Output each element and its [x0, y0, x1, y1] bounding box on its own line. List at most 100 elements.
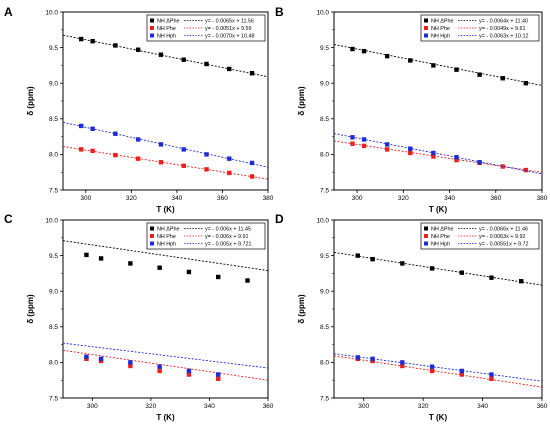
- x-tick-label: 340: [171, 195, 182, 202]
- data-point: [227, 170, 232, 176]
- data-point: [249, 71, 255, 76]
- data-point: [429, 368, 435, 374]
- panel-letter: A: [4, 5, 13, 19]
- y-tick-label: 8.5: [49, 324, 58, 331]
- y-tick-label: 8.0: [49, 152, 58, 159]
- legend-fit-equation: y= - 0.0065x + 11.56: [205, 18, 254, 24]
- panel-letter: B: [275, 5, 284, 19]
- panel-c: C 300 320 340 360 7.5 8.0 8.5 9.0 9.5 10.0 T (K) δ (…: [4, 212, 274, 422]
- data-point: [113, 43, 118, 48]
- fit-line: [63, 342, 268, 369]
- y-tick-label: 9.5: [320, 45, 329, 52]
- fit-line: [63, 146, 268, 180]
- data-point: [429, 364, 435, 369]
- legend-fit-equation: y= - 0.0063x + 9.92: [479, 234, 525, 240]
- fit-line: [334, 355, 542, 388]
- data-point: [500, 76, 505, 81]
- data-point: [186, 368, 192, 374]
- data-point: [454, 67, 459, 72]
- x-axis-title: T (K): [156, 205, 175, 214]
- legend-marker: [150, 234, 154, 238]
- data-point: [350, 141, 355, 146]
- x-axis-title: T (K): [156, 413, 175, 422]
- data-point: [79, 147, 84, 152]
- fit-line: [334, 44, 542, 86]
- legend-marker: [150, 241, 154, 246]
- x-tick-label: 360: [263, 403, 274, 410]
- panel-a: A 300 320 340 360 380 7.5 8.0 8.5 9.0 9.5 10.0 T (K)…: [4, 5, 274, 214]
- fit-line: [334, 133, 542, 175]
- legend-marker: [424, 18, 428, 23]
- y-tick-label: 10.0: [316, 9, 329, 16]
- data-point: [523, 81, 529, 86]
- data-point: [158, 52, 164, 57]
- legend-fit-equation: y= - 0.006x + 9.91: [205, 234, 248, 240]
- panel-letter: C: [4, 212, 13, 226]
- y-tick-label: 8.5: [320, 116, 329, 123]
- data-point: [186, 269, 192, 275]
- legend-series-name: NH Phe: [157, 26, 176, 32]
- data-point: [158, 142, 164, 147]
- legend-marker: [150, 226, 154, 231]
- legend-series-name: NH ΔPhe: [157, 226, 179, 232]
- data-point: [408, 146, 413, 151]
- data-point: [459, 372, 464, 377]
- legend-box: [420, 222, 540, 250]
- data-point: [90, 38, 95, 44]
- data-point: [216, 372, 221, 377]
- data-point: [90, 126, 95, 131]
- data-point: [113, 131, 118, 136]
- legend-marker: [424, 26, 428, 30]
- y-tick-label: 8.0: [49, 360, 58, 367]
- data-point: [370, 256, 375, 262]
- data-point: [128, 360, 133, 365]
- data-point: [227, 156, 232, 161]
- panel-d: D 300 320 340 360 7.5 8.0 8.5 9.0 9.5 10.0 T (K) δ (…: [275, 212, 548, 422]
- data-point: [370, 356, 375, 362]
- x-tick-label: 340: [444, 195, 455, 202]
- legend: NH ΔPhe y= - 0.006x + 11.45 NH Phe y= - 0.0…: [146, 222, 266, 250]
- data-point: [158, 160, 164, 165]
- data-point: [361, 48, 367, 54]
- y-tick-label: 9.0: [320, 289, 329, 296]
- x-tick-label: 300: [358, 403, 369, 410]
- data-point: [454, 155, 459, 160]
- x-tick-label: 300: [352, 195, 363, 202]
- data-point: [355, 253, 360, 258]
- x-tick-label: 380: [263, 195, 274, 202]
- fit-line: [63, 34, 268, 78]
- data-point: [519, 279, 524, 284]
- x-tick-label: 320: [418, 403, 429, 410]
- legend-box: [420, 14, 540, 42]
- legend-series-name: NH ΔPhe: [431, 18, 453, 24]
- legend-marker: [150, 18, 154, 23]
- data-point: [79, 123, 84, 129]
- data-point: [361, 137, 367, 142]
- data-point: [429, 266, 435, 271]
- x-tick-label: 320: [145, 403, 156, 410]
- data-point: [350, 135, 355, 140]
- data-point: [135, 47, 141, 52]
- legend-series-name: NH Phe: [431, 26, 450, 32]
- data-point: [216, 274, 221, 280]
- y-tick-label: 9.5: [49, 45, 58, 52]
- fit-line: [63, 349, 268, 381]
- data-point: [186, 372, 192, 377]
- legend-marker: [424, 33, 428, 38]
- y-tick-label: 8.5: [49, 116, 58, 123]
- y-tick-label: 8.0: [320, 360, 329, 367]
- data-point: [431, 150, 436, 156]
- data-point: [98, 356, 104, 362]
- legend-fit-equation: y= - 0.0066x + 11.46: [479, 226, 528, 232]
- y-tick-label: 7.5: [49, 187, 58, 194]
- legend-fit-equation: y= - 0.0049x + 9.61: [479, 26, 525, 32]
- y-tick-label: 10.0: [45, 217, 58, 224]
- legend-fit-equation: y= - 0.0063x + 10.12: [479, 33, 528, 39]
- fit-line: [334, 140, 542, 173]
- data-point: [249, 160, 255, 166]
- data-point: [459, 368, 464, 374]
- panel-letter: D: [275, 212, 284, 226]
- data-point: [204, 167, 209, 172]
- legend-series-name: NH Phe: [431, 234, 450, 240]
